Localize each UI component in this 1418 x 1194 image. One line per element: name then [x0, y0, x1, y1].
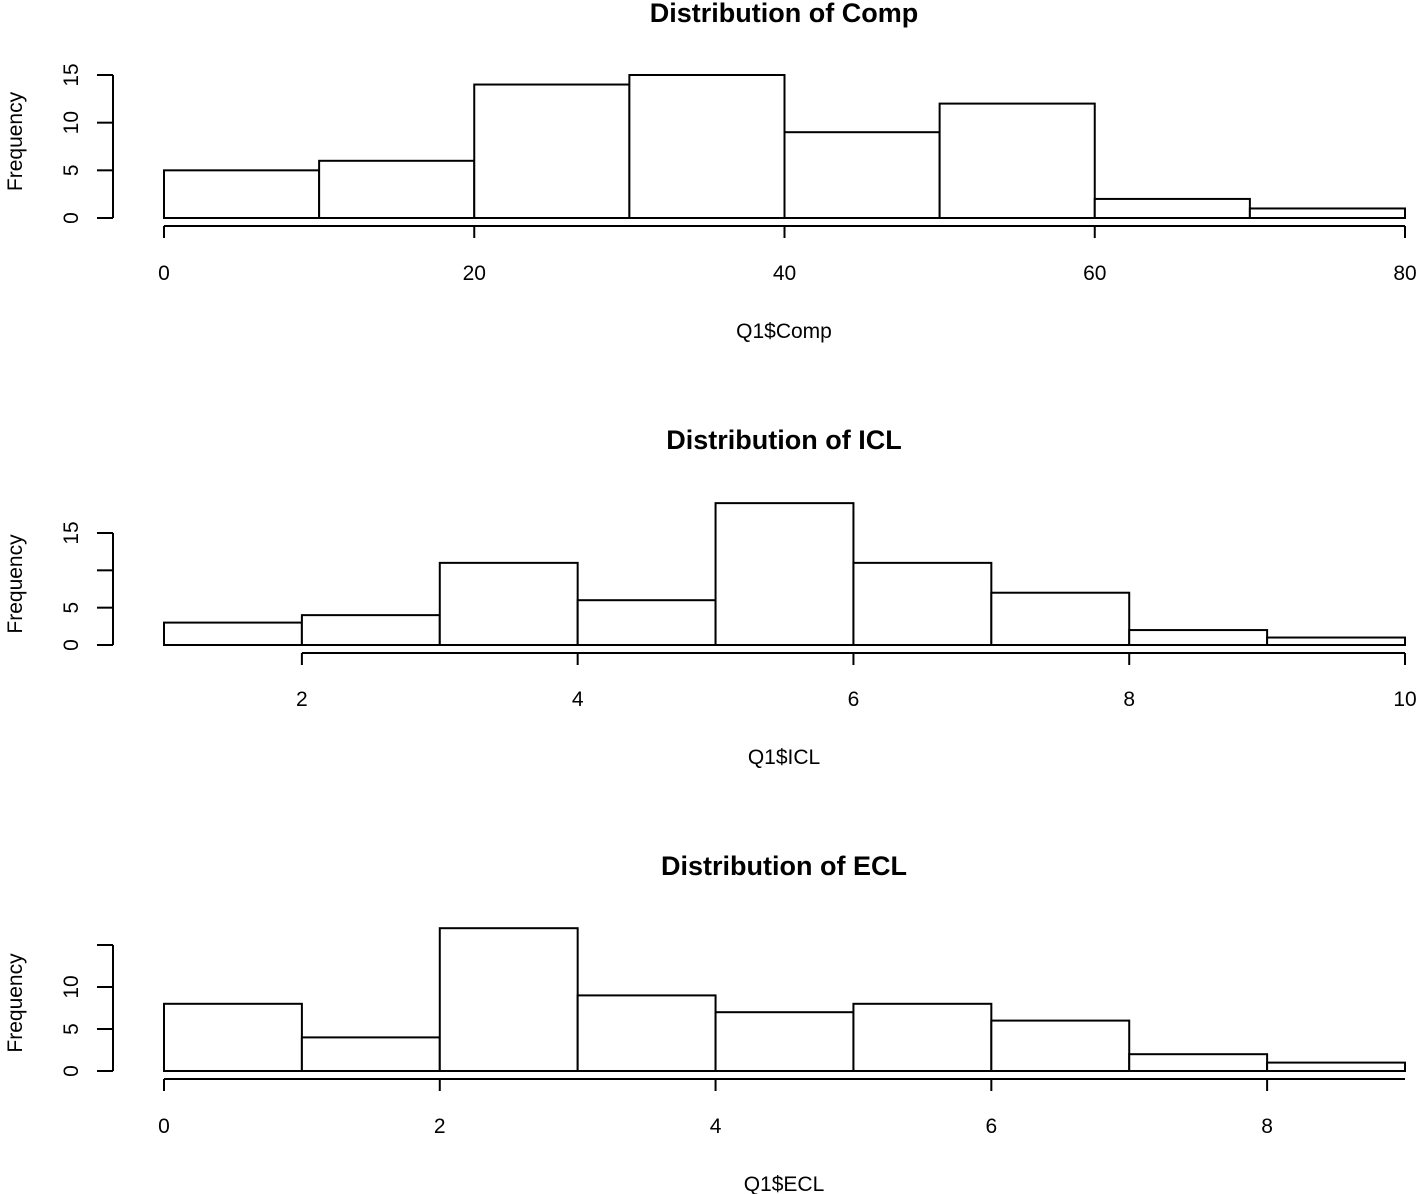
histogram-panel-3: Distribution of ECL 0 2 4 6 8 Q1$ECL 0 5 10 Freque… — [4, 851, 1406, 1194]
histogram-bar — [1248, 207, 1406, 219]
histogram-bar — [852, 561, 993, 646]
y-tick-label: 10 — [60, 111, 83, 134]
y-tick-label: 10 — [60, 975, 83, 998]
x-tick-label: 2 — [296, 688, 308, 711]
histogram-bar — [318, 159, 476, 220]
x-tick-label: 6 — [848, 688, 860, 711]
histogram-bar — [576, 599, 717, 647]
y-axis-label: Frequency — [4, 91, 27, 191]
y-tick-label: 5 — [60, 164, 83, 176]
y-axis-label: Frequency — [4, 953, 27, 1053]
x-tick-label: 4 — [572, 688, 584, 711]
histogram-bar — [1128, 629, 1269, 646]
y-axis-label: Frequency — [4, 534, 27, 634]
histogram-panel-2: Distribution of ICL 2 4 6 8 10 Q1$ICL 0 5 15 Frequ… — [4, 425, 1417, 769]
chart-title: Distribution of ICL — [666, 425, 901, 455]
histogram-bar — [990, 1019, 1131, 1072]
x-axis-label: Q1$Comp — [736, 320, 832, 343]
x-tick-label: 10 — [1393, 688, 1416, 711]
x-axis-label: Q1$ECL — [744, 1173, 825, 1194]
histogram-panel-1: Distribution of Comp 0 20 40 60 80 Q1$Comp 0 5 10… — [4, 0, 1417, 343]
histogram-bar — [1266, 636, 1406, 646]
histogram-bar — [1266, 1061, 1406, 1072]
histogram-bar — [438, 927, 579, 1073]
histogram-bar — [714, 1011, 855, 1073]
x-tick-label: 40 — [773, 262, 796, 285]
histogram-bar — [852, 1002, 993, 1072]
histogram-bar — [714, 502, 855, 646]
histogram-bar — [163, 621, 303, 646]
histogram-bar — [163, 169, 321, 219]
y-tick-label: 0 — [60, 639, 83, 651]
histogram-bar — [300, 614, 441, 647]
x-tick-label: 80 — [1393, 262, 1416, 285]
y-tick-label: 0 — [60, 212, 83, 224]
histogram-bar — [990, 591, 1131, 647]
y-tick-label: 5 — [60, 1023, 83, 1035]
histogram-bar — [1093, 197, 1251, 219]
y-tick-label: 5 — [60, 602, 83, 614]
histogram-bar — [438, 561, 579, 646]
histogram-bar — [938, 102, 1096, 219]
histogram-bar — [783, 131, 941, 219]
x-tick-label: 60 — [1083, 262, 1106, 285]
x-tick-label: 8 — [1123, 688, 1135, 711]
x-tick-label: 20 — [463, 262, 486, 285]
y-tick-label: 15 — [60, 521, 83, 544]
x-tick-label: 8 — [1261, 1115, 1273, 1138]
y-tick-label: 15 — [60, 63, 83, 86]
histogram-bar — [576, 994, 717, 1073]
x-tick-label: 0 — [158, 1115, 170, 1138]
y-tick-label: 0 — [60, 1065, 83, 1077]
chart-title: Distribution of ECL — [661, 851, 907, 881]
x-tick-label: 4 — [710, 1115, 722, 1138]
histogram-bar — [300, 1036, 441, 1073]
histogram-bar — [1128, 1053, 1269, 1072]
x-axis-label: Q1$ICL — [748, 746, 820, 769]
histogram-bar — [163, 1002, 303, 1072]
x-tick-label: 2 — [434, 1115, 446, 1138]
x-tick-label: 6 — [985, 1115, 997, 1138]
x-tick-label: 0 — [158, 262, 170, 285]
histogram-bar — [628, 74, 786, 219]
chart-title: Distribution of Comp — [650, 0, 918, 28]
histogram-bar — [473, 83, 631, 219]
